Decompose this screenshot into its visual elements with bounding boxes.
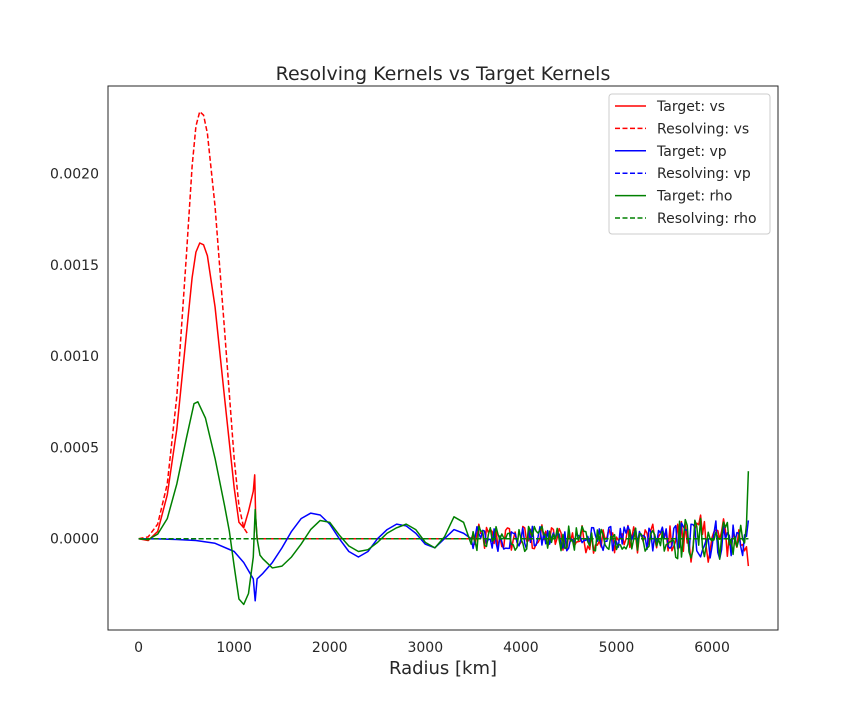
series-target-rho — [138, 401, 750, 606]
legend-entry-label: Resolving: vp — [657, 166, 751, 182]
series-resolving-vs — [138, 110, 250, 540]
x-tick-label: 6000 — [694, 640, 730, 656]
legend: Target: vs Resolving: vs Target: vp Resolvi… — [608, 93, 771, 235]
y-axis-ticks: 0.0000 0.0005 0.0010 0.0015 0.0020 — [50, 167, 99, 548]
y-tick-label: 0.0015 — [50, 258, 99, 274]
legend-box — [608, 93, 771, 235]
chart-title: Resolving Kernels vs Target Kernels — [276, 63, 611, 85]
y-tick-label: 0.0005 — [50, 440, 99, 456]
x-tick-label: 5000 — [599, 640, 635, 656]
y-tick-label: 0.0020 — [50, 167, 99, 183]
legend-entry-label: Resolving: vs — [657, 121, 749, 137]
x-tick-label: 3000 — [407, 640, 443, 656]
x-axis-label: Radius [km] — [389, 658, 497, 679]
legend-entry-label: Target: rho — [656, 189, 732, 205]
series-layer — [138, 110, 750, 606]
y-tick-label: 0.0010 — [50, 349, 99, 365]
x-axis-ticks: 0 1000 2000 3000 4000 5000 6000 — [134, 640, 730, 656]
legend-entry-label: Target: vs — [656, 99, 725, 115]
x-tick-label: 1000 — [216, 640, 252, 656]
y-tick-label: 0.0000 — [50, 532, 99, 548]
x-tick-label: 2000 — [312, 640, 348, 656]
legend-entry-label: Resolving: rho — [657, 211, 757, 227]
x-tick-label: 0 — [134, 640, 143, 656]
x-tick-label: 4000 — [503, 640, 539, 656]
legend-entry-label: Target: vp — [656, 144, 727, 160]
